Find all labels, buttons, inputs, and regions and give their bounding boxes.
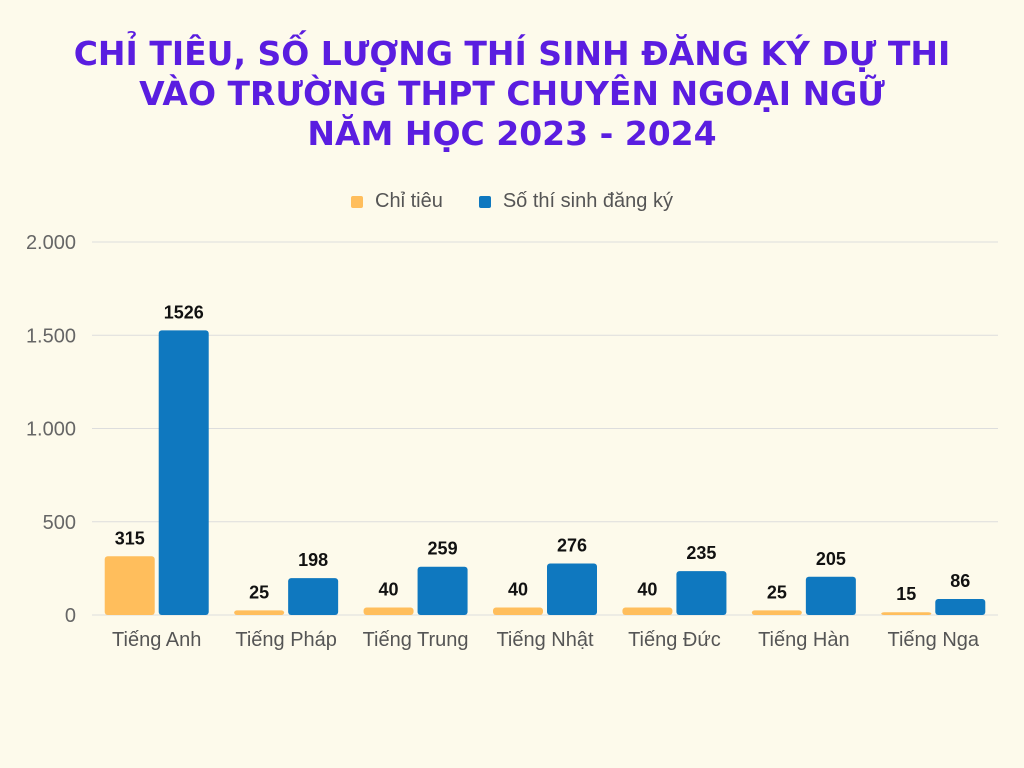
chart-legend: Chỉ tiêu Số thí sinh đăng ký [0,190,1024,213]
data-label: 1526 [164,302,204,322]
bar [751,610,802,615]
data-label: 198 [298,550,328,570]
bar [158,330,209,615]
data-label: 15 [896,584,916,604]
bar [493,607,543,615]
bar [935,598,986,615]
title-line-2: VÀO TRƯỜNG THPT CHUYÊN NGOẠI NGỮ [139,74,885,113]
x-tick-label: Tiếng Pháp [235,629,337,651]
data-label: 259 [428,539,458,559]
bar [104,556,155,615]
y-tick-label: 1.000 [26,419,76,441]
x-tick-label: Tiếng Trung [363,629,469,651]
x-tick-label: Tiếng Anh [112,629,201,651]
title-line-3: NĂM HỌC 2023 - 2024 [307,114,717,153]
title-line-1: CHỈ TIÊU, SỐ LƯỢNG THÍ SINH ĐĂNG KÝ DỰ T… [73,34,951,73]
data-label: 315 [115,528,145,548]
y-tick-label: 0 [65,605,76,627]
bar [363,607,414,615]
data-label: 40 [508,580,528,600]
bar [805,576,856,615]
data-label: 25 [249,582,269,602]
legend-swatch-so-thi-sinh [478,195,491,208]
data-label: 86 [950,571,970,591]
bar [417,566,468,615]
y-tick-label: 2.000 [26,232,76,254]
data-label: 25 [767,582,787,602]
data-label: 40 [379,580,399,600]
bar [234,610,285,615]
y-tick-label: 1.500 [26,325,76,347]
data-label: 276 [557,536,587,556]
bar [676,571,727,615]
legend-swatch-chi-tieu [351,195,364,208]
y-tick-label: 500 [43,512,76,534]
legend-label-so-thi-sinh: Số thí sinh đăng ký [502,190,673,212]
bar [288,578,339,615]
x-tick-label: Tiếng Nhật [496,629,594,651]
bar [881,612,932,615]
x-tick-label: Tiếng Đức [628,629,721,651]
bar [622,607,673,615]
legend-item-chi-tieu: Chỉ tiêu [351,190,443,213]
legend-label-chi-tieu: Chỉ tiêu [375,190,443,212]
data-label: 205 [816,549,846,569]
data-label: 235 [686,543,716,563]
data-label: 40 [637,580,657,600]
legend-item-so-thi-sinh: Số thí sinh đăng ký [478,190,673,213]
bar [547,563,597,615]
x-tick-label: Tiếng Nga [888,629,980,651]
x-tick-label: Tiếng Hàn [758,629,850,651]
chart-title: CHỈ TIÊU, SỐ LƯỢNG THÍ SINH ĐĂNG KÝ DỰ T… [0,34,1024,154]
